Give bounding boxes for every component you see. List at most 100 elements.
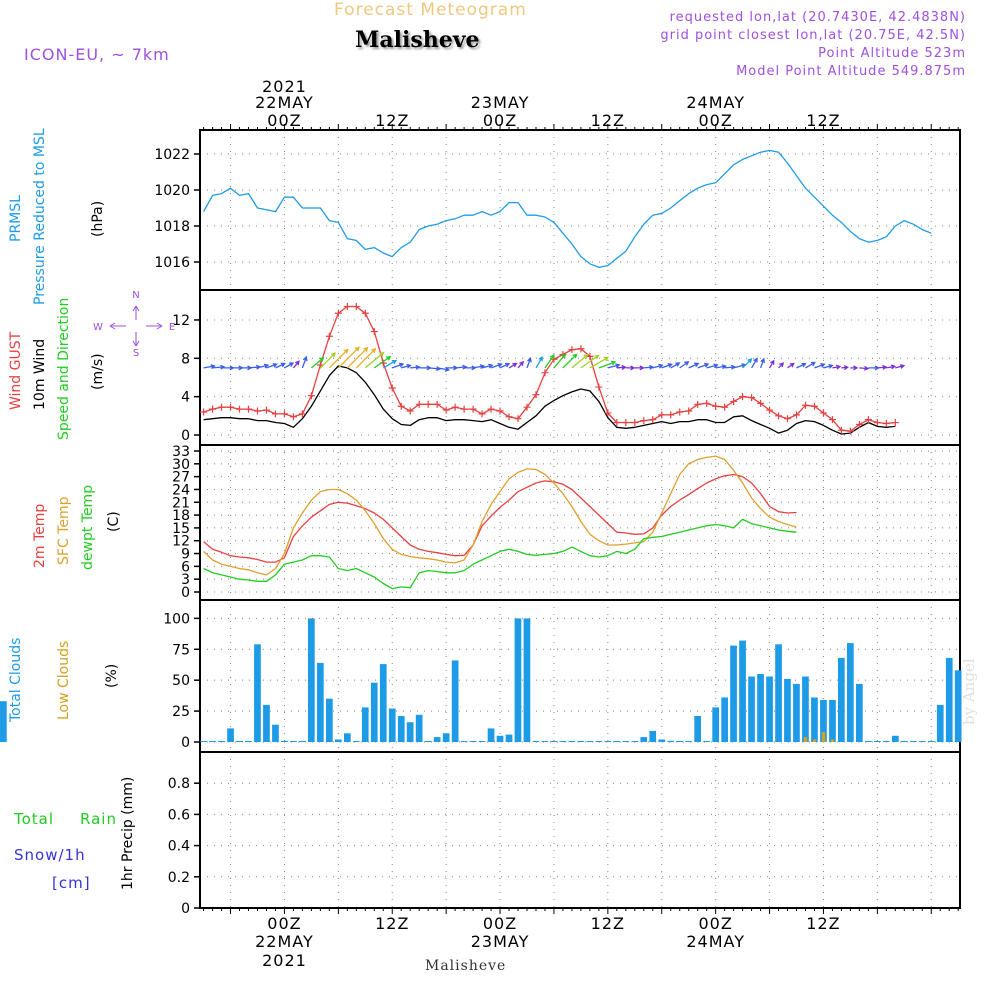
- wind-direction-arrow: [562, 353, 578, 369]
- wind-gust-marker: [424, 400, 432, 408]
- wind-gust-marker: [766, 406, 774, 414]
- wind-gust-marker: [397, 402, 405, 410]
- wind-gust-marker: [460, 405, 468, 413]
- wind-direction-arrow: [625, 365, 636, 371]
- requested-coords: requested lon,lat (20.7430E, 42.4838N): [669, 10, 966, 25]
- low-cloud-bar: [803, 737, 808, 742]
- wind-direction-arrow: [859, 365, 870, 371]
- total-cloud-bar: [200, 741, 207, 742]
- wind-direction-arrow: [823, 363, 834, 369]
- wind-direction-arrow: [850, 365, 859, 371]
- bottom-time-label: 12Z: [591, 914, 625, 933]
- precip-ytick-label: 0.6: [168, 807, 190, 823]
- total-cloud-bar: [209, 741, 216, 742]
- wind-direction-arrow: [319, 352, 336, 369]
- total-cloud-bar: [317, 662, 324, 742]
- wind-gust-marker: [514, 415, 522, 423]
- wind-direction-arrow: [607, 363, 621, 369]
- temp-ytick-label: 18: [172, 508, 190, 524]
- wind-direction-arrow: [661, 363, 673, 369]
- wind-direction-arrow: [257, 363, 270, 369]
- wind-direction-arrow: [580, 354, 600, 369]
- wind-direction-arrow: [337, 346, 360, 369]
- wind-gust-marker: [227, 403, 235, 411]
- total-cloud-bar: [658, 739, 666, 742]
- wind-direction-arrow: [589, 356, 609, 369]
- wind-direction-arrow: [877, 364, 888, 370]
- wind-gust-marker: [685, 407, 693, 415]
- pressure-ytick-label: 1020: [154, 183, 190, 199]
- bottom-date-label: 24MAY: [686, 932, 745, 951]
- wind-gust-marker: [694, 400, 702, 408]
- wind-gust-marker: [613, 419, 621, 427]
- total-cloud-bar: [892, 735, 899, 742]
- wind-gust-marker: [577, 345, 585, 353]
- compass-s: S: [133, 348, 139, 359]
- total-cloud-bar: [667, 740, 675, 742]
- top-time-label: 12Z: [591, 111, 625, 130]
- total-cloud-bar: [361, 707, 369, 742]
- sfc-temp-line: [203, 455, 797, 576]
- wind-direction-arrow: [490, 362, 503, 369]
- temp-ytick-label: 24: [172, 482, 190, 498]
- total-cloud-bar: [0, 701, 7, 742]
- wind-direction-arrow: [391, 362, 405, 369]
- total-cloud-bar: [577, 741, 585, 742]
- total-cloud-bar: [344, 733, 351, 742]
- total-cloud-bar: [568, 741, 576, 742]
- total-cloud-bar: [721, 697, 728, 742]
- total-cloud-bar: [900, 741, 908, 742]
- wind-direction-arrow: [292, 360, 300, 369]
- bottom-year-label: 2021: [262, 951, 307, 970]
- wind-gust-marker: [218, 403, 226, 411]
- total-cloud-bar: [245, 741, 252, 742]
- temp-ytick-label: 27: [172, 470, 190, 486]
- wind-gust-marker: [505, 413, 513, 421]
- bottom-time-label: 12Z: [375, 914, 409, 933]
- wind-direction-arrow: [544, 353, 555, 369]
- wind-gust-marker: [712, 402, 720, 410]
- wind-direction-arrow: [886, 364, 897, 370]
- wind-gust-marker: [523, 403, 531, 411]
- wind-gust-marker: [451, 403, 459, 411]
- bottom-time-label: 12Z: [806, 914, 840, 933]
- low-cloud-bar: [830, 739, 835, 742]
- total-cloud-bar: [370, 682, 378, 742]
- total-cloud-bar: [460, 741, 468, 742]
- total-cloud-bar: [496, 735, 504, 742]
- total-cloud-bar: [290, 741, 297, 742]
- wind-direction-arrow: [759, 357, 766, 369]
- total-cloud-bar: [927, 741, 935, 742]
- clouds-ytick-label: 100: [163, 611, 190, 627]
- total-cloud-bar: [595, 741, 603, 742]
- total-cloud-bar: [397, 716, 405, 742]
- total-cloud-bar: [775, 644, 782, 742]
- total-cloud-bar: [352, 741, 360, 742]
- wind-direction-arrow: [472, 364, 486, 370]
- wind-direction-arrow: [652, 363, 664, 369]
- wind-direction-arrow: [706, 363, 719, 369]
- total-cloud-bar: [748, 676, 755, 742]
- bottom-time-label: 00Z: [267, 914, 301, 933]
- total-cloud-bar: [263, 704, 270, 742]
- pressure-ytick-label: 1016: [154, 255, 190, 271]
- total-cloud-bar: [622, 741, 630, 742]
- wind-gust-marker: [245, 405, 253, 413]
- wind-gust-marker: [667, 411, 675, 419]
- top-time-label: 00Z: [267, 111, 301, 130]
- total-cloud-bar: [442, 733, 450, 742]
- total-cloud-bar: [227, 728, 234, 742]
- wind-gust-marker: [676, 408, 684, 416]
- wind-direction-arrow: [895, 364, 906, 369]
- wind-gust-marker: [406, 407, 414, 415]
- wind-direction-arrow: [832, 364, 842, 370]
- precip-ytick-label: 0.8: [168, 776, 190, 792]
- total-cloud-bar: [613, 741, 621, 742]
- pressure-ytick-label: 1022: [154, 147, 190, 163]
- wind-ytick-label: 0: [181, 428, 190, 444]
- wind-gust-marker: [532, 391, 540, 399]
- total-cloud-bar: [505, 734, 513, 742]
- wind-direction-arrow: [868, 365, 880, 371]
- total-cloud-bar: [433, 737, 441, 742]
- pressure-line: [203, 149, 932, 269]
